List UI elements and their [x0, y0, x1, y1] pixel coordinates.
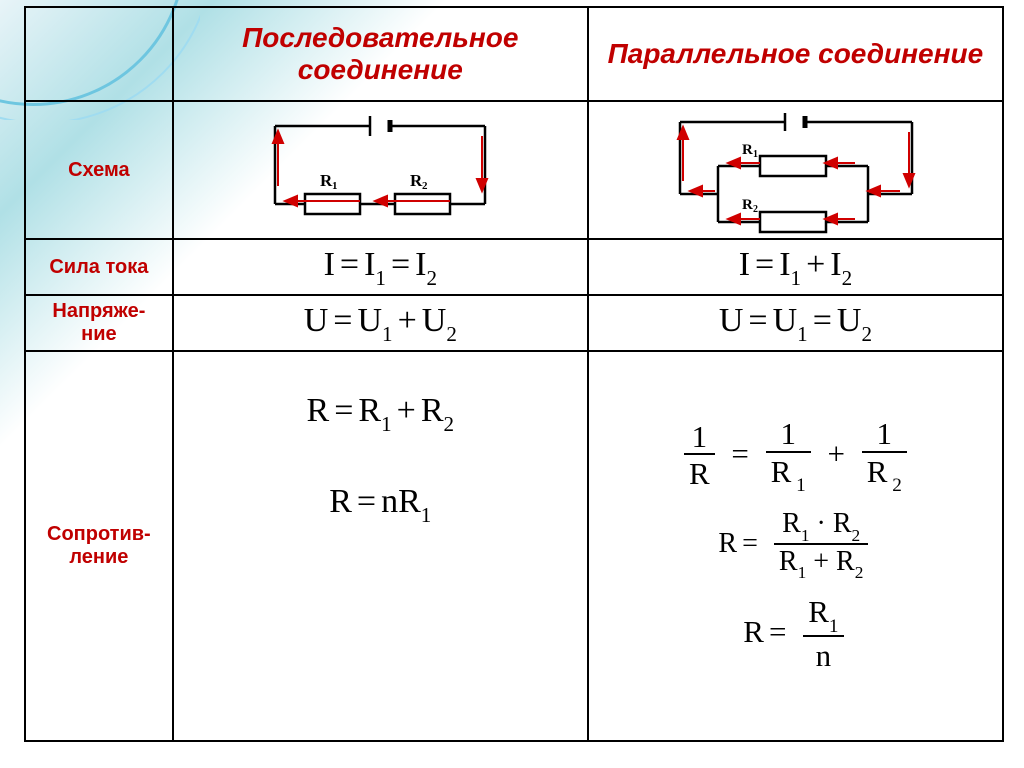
series-current-formula: I=I1=I2: [173, 239, 588, 295]
scheme-row: Схема: [25, 101, 1003, 239]
parallel-circuit-cell: R 1 R 2: [588, 101, 1003, 239]
series-circuit-cell: R 1 R 2: [173, 101, 588, 239]
parallel-circuit-diagram: R 1 R 2: [650, 106, 940, 234]
parallel-voltage-formula: U=U1=U2: [588, 295, 1003, 351]
row-label-scheme: Схема: [25, 101, 173, 239]
series-voltage-formula: U=U1+U2: [173, 295, 588, 351]
parallel-resistance-formulas: 1R = 1R 1 + 1R 2 R= R1 · R2 R1 + R2 R= R…: [588, 351, 1003, 741]
current-row: Сила тока I=I1=I2 I=I1+I2: [25, 239, 1003, 295]
row-label-voltage: Напряже-ние: [25, 295, 173, 351]
svg-text:2: 2: [422, 180, 428, 192]
header-row: Последовательное соединение Параллельное…: [25, 7, 1003, 101]
resistance-row: Сопротив-ление R=R1+R2 R=nR1 1R = 1R 1 +…: [25, 351, 1003, 741]
parallel-current-formula: I=I1+I2: [588, 239, 1003, 295]
series-circuit-diagram: R 1 R 2: [240, 106, 520, 234]
svg-text:R: R: [742, 142, 753, 158]
header-series: Последовательное соединение: [173, 7, 588, 101]
header-parallel: Параллельное соединение: [588, 7, 1003, 101]
series-resistance-formulas: R=R1+R2 R=nR1: [173, 351, 588, 741]
row-label-current: Сила тока: [25, 239, 173, 295]
comparison-table: Последовательное соединение Параллельное…: [24, 6, 1004, 742]
svg-text:1: 1: [332, 180, 338, 192]
header-empty: [25, 7, 173, 101]
svg-text:2: 2: [753, 204, 758, 215]
voltage-row: Напряже-ние U=U1+U2 U=U1=U2: [25, 295, 1003, 351]
row-label-resistance: Сопротив-ление: [25, 351, 173, 741]
svg-text:R: R: [742, 197, 753, 213]
svg-text:1: 1: [753, 149, 758, 160]
